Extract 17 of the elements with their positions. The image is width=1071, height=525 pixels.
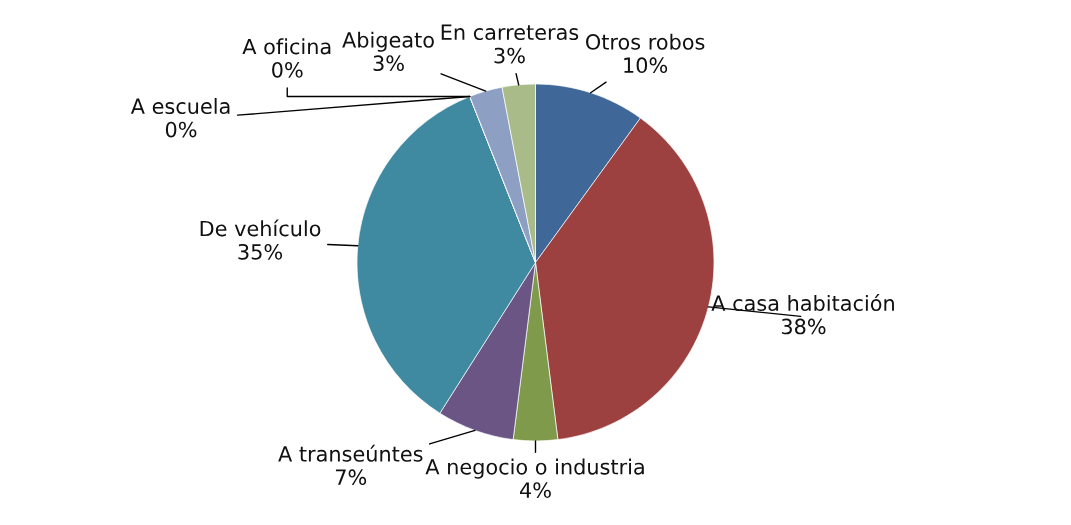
data-label: 38% [781, 318, 826, 335]
data-label: 35% [238, 243, 283, 260]
data-label: 3% [494, 47, 525, 64]
data-label: 3% [373, 55, 404, 72]
slice-label: En carreteras [441, 24, 579, 41]
slice-label: Otros robos [586, 33, 705, 50]
data-label: 10% [624, 57, 668, 74]
slice-label: Abigeato [342, 31, 434, 52]
category-label: A escuela [130, 97, 230, 115]
category-label: A oficina [242, 38, 331, 55]
slice-label: A transeúntes [278, 444, 423, 462]
text: 0% [165, 121, 197, 138]
slice-label: A negocio o industria [425, 458, 644, 479]
data-label: 7% [335, 469, 367, 486]
slice-label: De vehículo [200, 219, 321, 237]
data-label: 4% [519, 482, 551, 498]
text: 0% [272, 61, 303, 78]
